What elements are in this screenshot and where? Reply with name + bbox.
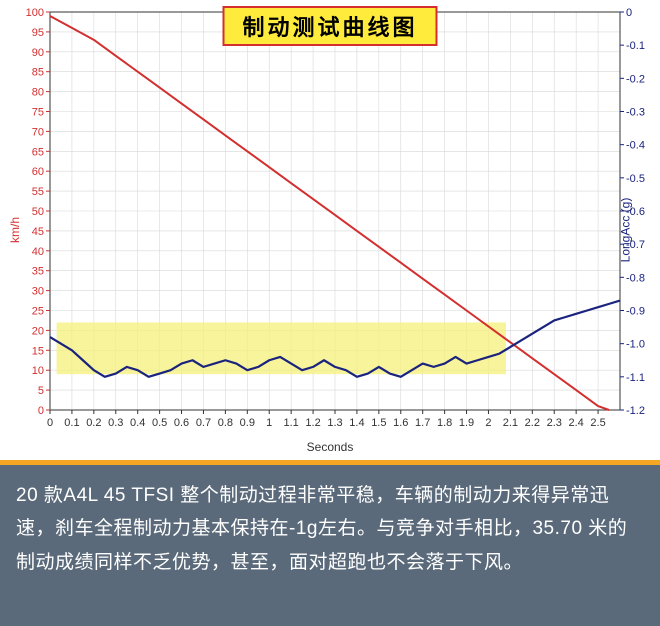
svg-text:85: 85 <box>32 67 44 79</box>
svg-text:-0.4: -0.4 <box>626 140 645 152</box>
svg-text:1: 1 <box>266 417 272 429</box>
svg-text:0.7: 0.7 <box>196 417 211 429</box>
svg-text:2: 2 <box>485 417 491 429</box>
svg-text:1.4: 1.4 <box>349 417 364 429</box>
svg-text:100: 100 <box>26 7 44 19</box>
svg-text:-0.8: -0.8 <box>626 272 645 284</box>
chart-title: 制动测试曲线图 <box>222 6 437 46</box>
svg-text:70: 70 <box>32 126 44 138</box>
svg-text:1.2: 1.2 <box>305 417 320 429</box>
svg-text:-0.5: -0.5 <box>626 173 645 185</box>
svg-text:5: 5 <box>38 385 44 397</box>
page-container: 制动测试曲线图 km/h LongAcc (g) Seconds 0510152… <box>0 0 660 626</box>
svg-text:0.8: 0.8 <box>218 417 233 429</box>
svg-text:1.9: 1.9 <box>459 417 474 429</box>
svg-text:10: 10 <box>32 365 44 377</box>
svg-text:2.5: 2.5 <box>590 417 605 429</box>
svg-text:-0.1: -0.1 <box>626 40 645 52</box>
svg-text:55: 55 <box>32 186 44 198</box>
svg-text:80: 80 <box>32 87 44 99</box>
chart-area: 制动测试曲线图 km/h LongAcc (g) Seconds 0510152… <box>0 0 660 460</box>
svg-text:1.1: 1.1 <box>284 417 299 429</box>
svg-text:0.1: 0.1 <box>64 417 79 429</box>
svg-text:40: 40 <box>32 246 44 258</box>
svg-text:0.5: 0.5 <box>152 417 167 429</box>
chart-svg: 0510152025303540455055606570758085909510… <box>0 0 660 460</box>
svg-text:45: 45 <box>32 226 44 238</box>
svg-text:-1.2: -1.2 <box>626 405 645 417</box>
svg-text:30: 30 <box>32 286 44 298</box>
svg-text:0: 0 <box>626 7 632 19</box>
svg-text:-0.9: -0.9 <box>626 306 645 318</box>
svg-text:90: 90 <box>32 47 44 59</box>
svg-text:1.3: 1.3 <box>327 417 342 429</box>
svg-text:2.1: 2.1 <box>503 417 518 429</box>
svg-text:15: 15 <box>32 345 44 357</box>
svg-text:0: 0 <box>47 417 53 429</box>
svg-text:1.8: 1.8 <box>437 417 452 429</box>
svg-text:50: 50 <box>32 206 44 218</box>
svg-text:1.5: 1.5 <box>371 417 386 429</box>
svg-text:95: 95 <box>32 27 44 39</box>
svg-text:2.3: 2.3 <box>547 417 562 429</box>
svg-text:0.3: 0.3 <box>108 417 123 429</box>
svg-text:0.9: 0.9 <box>240 417 255 429</box>
svg-text:75: 75 <box>32 107 44 119</box>
svg-text:60: 60 <box>32 166 44 178</box>
svg-text:1.7: 1.7 <box>415 417 430 429</box>
svg-text:-0.6: -0.6 <box>626 206 645 218</box>
svg-text:0.4: 0.4 <box>130 417 145 429</box>
svg-text:-0.3: -0.3 <box>626 107 645 119</box>
svg-text:1.6: 1.6 <box>393 417 408 429</box>
svg-text:0: 0 <box>38 405 44 417</box>
svg-text:2.4: 2.4 <box>569 417 584 429</box>
svg-text:-1.1: -1.1 <box>626 372 645 384</box>
svg-text:35: 35 <box>32 266 44 278</box>
svg-text:-0.7: -0.7 <box>626 239 645 251</box>
svg-text:65: 65 <box>32 146 44 158</box>
svg-text:20: 20 <box>32 325 44 337</box>
svg-text:0.6: 0.6 <box>174 417 189 429</box>
svg-text:-1.0: -1.0 <box>626 339 645 351</box>
caption-text: 20 款A4L 45 TFSI 整个制动过程非常平稳，车辆的制动力来得异常迅速，… <box>0 465 660 626</box>
svg-text:25: 25 <box>32 306 44 318</box>
svg-text:-0.2: -0.2 <box>626 73 645 85</box>
svg-text:2.2: 2.2 <box>525 417 540 429</box>
svg-text:0.2: 0.2 <box>86 417 101 429</box>
